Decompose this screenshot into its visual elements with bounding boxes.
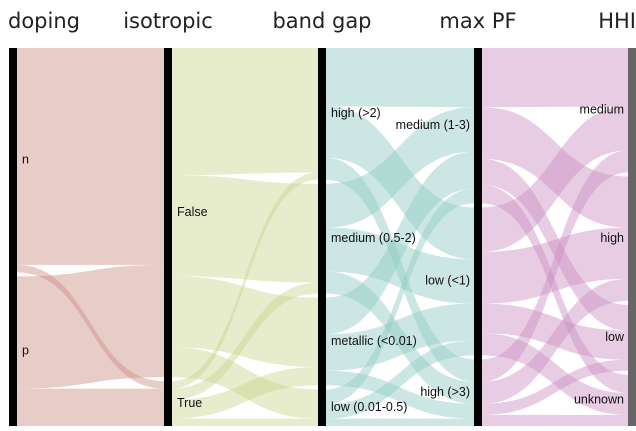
dimension-label: doping (8, 9, 80, 33)
category-label: p (22, 343, 29, 357)
flow-ribbon (172, 48, 318, 176)
flow-ribbon (17, 264, 164, 389)
dimension-label: isotropic (123, 9, 213, 33)
axis-bar (164, 48, 172, 426)
category-label: low (<1) (425, 274, 470, 288)
category-label: metallic (<0.01) (331, 334, 417, 348)
category-label: unknown (574, 393, 624, 407)
flow-ribbon (482, 159, 628, 331)
category-label: medium (1-3) (396, 118, 470, 132)
flow-ribbon (326, 188, 474, 405)
category-label: True (177, 396, 202, 410)
flow-ribbon (17, 388, 164, 426)
category-label: high (>2) (331, 106, 381, 120)
flow-ribbon (482, 227, 628, 304)
category-label: low (605, 330, 625, 344)
flow-ribbon (326, 157, 474, 382)
dimension-label: band gap (272, 9, 371, 33)
category-label: high (600, 231, 624, 245)
flow-ribbon (326, 48, 474, 108)
flow-ribbon (326, 151, 474, 335)
category-label: medium (580, 103, 624, 117)
flow-ribbon (326, 271, 474, 404)
bars (9, 48, 636, 426)
flow-ribbon (482, 303, 628, 360)
flow-ribbon (326, 227, 474, 304)
flow-ribbon (172, 175, 318, 283)
flow-ribbon (172, 418, 318, 426)
flow-ribbon (482, 150, 628, 382)
flow-ribbon (172, 172, 318, 389)
category-label: high (>3) (420, 385, 470, 399)
category-label: low (0.01-0.5) (331, 400, 407, 414)
flow-ribbon (172, 282, 318, 400)
flow-ribbon (482, 107, 628, 228)
flow-ribbon (482, 48, 628, 108)
flow-ribbon (326, 370, 474, 419)
dimension-label: max PF (439, 9, 516, 33)
flow-ribbon (482, 359, 628, 415)
category-label: medium (0.5-2) (331, 231, 416, 245)
flow-ribbon (172, 347, 318, 419)
flow-ribbon (482, 278, 628, 404)
flow-ribbon (482, 106, 628, 252)
axis-bar (9, 48, 17, 426)
ribbons (17, 48, 628, 426)
flow-ribbon (326, 340, 474, 419)
flow-ribbon (482, 333, 628, 416)
category-label: False (177, 205, 208, 219)
flow-ribbon (17, 48, 164, 265)
flow-ribbon (172, 276, 318, 368)
axis-bar (318, 48, 326, 426)
flow-ribbon (326, 106, 474, 260)
flow-ribbon (326, 303, 474, 371)
dimension-label: HHI (598, 9, 636, 33)
category-label: n (22, 152, 29, 166)
flow-ribbon (17, 264, 164, 389)
axis-bar (474, 48, 482, 426)
flow-ribbon (482, 414, 628, 426)
flow-ribbon (326, 418, 474, 426)
flow-ribbon (482, 184, 628, 394)
labels: doping n p isotropic False True band gap high (… (8, 9, 636, 414)
axis-bar (628, 48, 636, 426)
flow-ribbon (326, 107, 474, 228)
flow-ribbon (172, 367, 318, 419)
